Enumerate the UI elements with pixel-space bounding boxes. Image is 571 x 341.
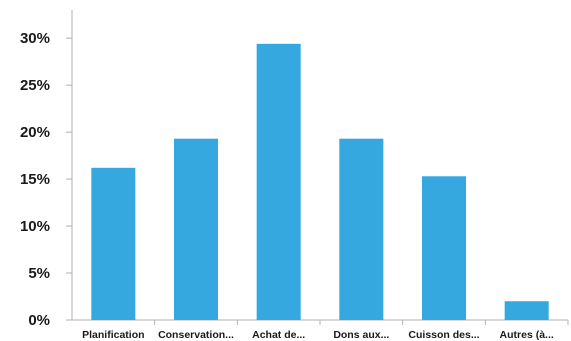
bar: [504, 301, 549, 320]
chart-bars: [91, 43, 549, 321]
bar: [256, 43, 301, 321]
bar: [422, 176, 466, 320]
x-tick-label: Autres (à...: [500, 329, 554, 341]
x-tick-label: Dons aux...: [333, 329, 389, 341]
x-tick-label: Achat de...: [252, 329, 305, 341]
y-tick-label: 25%: [20, 77, 50, 94]
bar: [91, 167, 136, 320]
x-tick-label: Planification: [82, 329, 144, 341]
x-tick-label: Cuisson des...: [408, 329, 479, 341]
chart-axes: [71, 10, 568, 321]
y-tick-label: 30%: [20, 30, 50, 47]
bar: [174, 138, 218, 320]
y-tick-label: 15%: [20, 171, 50, 188]
bar: [339, 138, 384, 320]
y-tick-label: 5%: [28, 265, 50, 282]
y-tick-label: 0%: [28, 312, 50, 329]
y-tick-label: 20%: [20, 124, 50, 141]
y-tick-label: 10%: [20, 218, 50, 235]
x-axis-labels: Planification Conservation... Achat de... D…: [82, 320, 569, 341]
x-tick-label: Conservation...: [158, 329, 234, 341]
y-axis-ticks: 0% 5% 10% 15% 20% 25% 30%: [20, 30, 72, 329]
